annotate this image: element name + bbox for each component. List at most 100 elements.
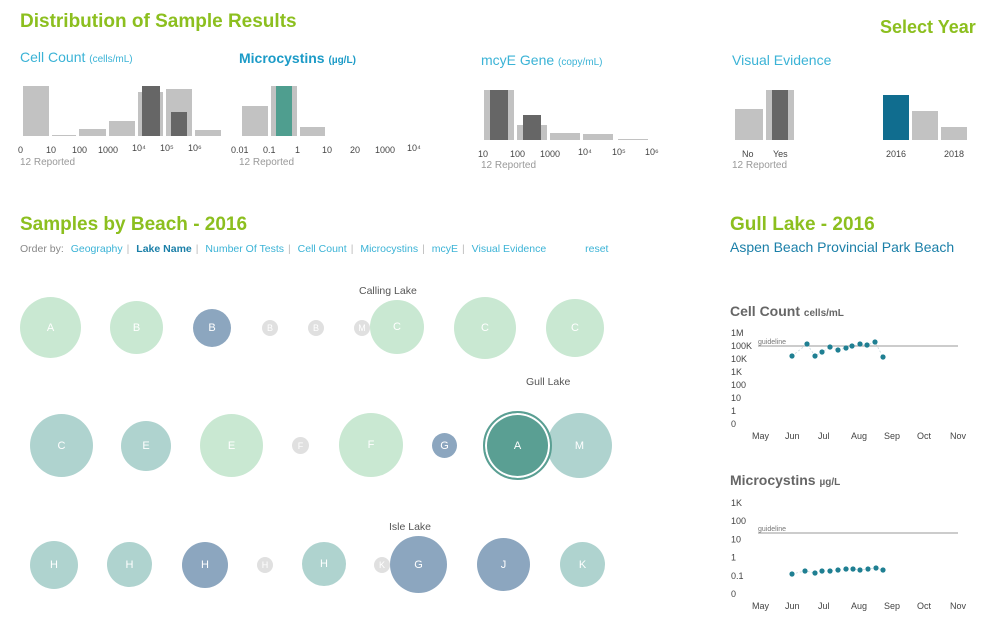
detail-beach-name: Aspen Beach Provincial Park Beach — [730, 239, 955, 255]
mcye-bar-4[interactable] — [618, 139, 648, 140]
mcye-bar-1-selected[interactable] — [523, 115, 541, 140]
micro-point-7[interactable] — [850, 566, 856, 572]
beach-bubble-a[interactable]: A — [20, 297, 81, 358]
micro-point-0[interactable] — [789, 571, 795, 577]
beach-bubble-h[interactable]: H — [30, 541, 78, 589]
beach-bubble-k[interactable]: K — [374, 557, 390, 573]
select-year-title: Select Year — [880, 17, 976, 37]
cell-point-1[interactable] — [804, 341, 810, 347]
beach-bubble-h[interactable]: H — [257, 557, 273, 573]
visual-bar-yes-selected[interactable] — [772, 90, 788, 140]
year-tick-2018: 2018 — [944, 149, 965, 159]
beach-bubble-j[interactable]: J — [477, 538, 530, 591]
mcye-bar-2[interactable] — [550, 133, 580, 140]
order-visual-evidence[interactable]: Visual Evidence — [471, 243, 547, 255]
cell-ytick-3: 1K — [731, 367, 742, 377]
micro-point-6[interactable] — [843, 566, 849, 572]
year-bar-2018[interactable] — [941, 127, 967, 140]
cell-bar-4-selected[interactable] — [142, 86, 160, 136]
micro-point-2[interactable] — [812, 570, 818, 576]
visual-evidence-histogram[interactable] — [732, 84, 802, 142]
micro-point-9[interactable] — [865, 566, 871, 572]
micro-tick-6: 10⁴ — [407, 143, 421, 153]
cell-point-9[interactable] — [864, 342, 870, 348]
cell-point-4[interactable] — [827, 344, 833, 350]
micro-point-1[interactable] — [802, 568, 808, 574]
micro-bar-2[interactable] — [300, 127, 325, 136]
cell-bar-5-selected[interactable] — [171, 112, 187, 136]
beach-bubble-e[interactable]: E — [200, 414, 263, 477]
cell-xtick-2: Jul — [818, 431, 830, 441]
order-cell-count[interactable]: Cell Count — [297, 243, 347, 255]
beach-bubble-b[interactable]: B — [193, 309, 231, 347]
cell-point-2[interactable] — [812, 353, 818, 359]
order-geography[interactable]: Geography — [70, 243, 123, 255]
cell-bar-3[interactable] — [109, 121, 135, 136]
mcye-filter-title[interactable]: mcyE Gene (copy/mL) — [481, 52, 602, 68]
cell-bar-2[interactable] — [79, 129, 106, 136]
micro-point-4[interactable] — [827, 568, 833, 574]
order-number-of-tests[interactable]: Number Of Tests — [205, 243, 284, 255]
beach-bubble-m[interactable]: M — [547, 413, 612, 478]
micro-bar-0[interactable] — [242, 106, 268, 136]
cell-point-11[interactable] — [880, 354, 886, 360]
beach-bubble-m[interactable]: M — [354, 320, 370, 336]
micro-point-10[interactable] — [873, 565, 879, 571]
cell-ytick-1: 100K — [731, 341, 752, 351]
mcye-bar-0-selected[interactable] — [490, 90, 508, 140]
beach-bubble-g[interactable]: G — [432, 433, 457, 458]
micro-point-8[interactable] — [857, 567, 863, 573]
cell-point-7[interactable] — [849, 343, 855, 349]
cell-tick-0: 0 — [18, 145, 24, 155]
micro-point-3[interactable] — [819, 568, 825, 574]
reset-button[interactable]: reset — [585, 243, 609, 255]
cell-point-6[interactable] — [843, 345, 849, 351]
beach-bubble-b[interactable]: B — [262, 320, 278, 336]
cell-point-10[interactable] — [872, 339, 878, 345]
beach-bubble-g[interactable]: G — [390, 536, 447, 593]
beach-bubble-c[interactable]: C — [454, 297, 516, 359]
beach-bubble-k[interactable]: K — [560, 542, 605, 587]
beach-bubble-a-selected[interactable]: A — [483, 411, 552, 480]
beach-bubble-b[interactable]: B — [110, 301, 163, 354]
cell-bar-6[interactable] — [195, 130, 221, 136]
cell-bar-1[interactable] — [52, 135, 76, 136]
year-selector[interactable] — [880, 84, 970, 142]
micro-point-5[interactable] — [835, 567, 841, 573]
order-microcystins[interactable]: Microcystins — [360, 243, 419, 255]
beach-bubble-b[interactable]: B — [308, 320, 324, 336]
mcye-histogram[interactable] — [481, 84, 661, 142]
beach-bubble-h[interactable]: H — [107, 542, 152, 587]
cell-count-filter-title[interactable]: Cell Count (cells/mL) — [20, 49, 133, 65]
beach-bubble-f[interactable]: F — [292, 437, 309, 454]
microcystins-filter-title[interactable]: Microcystins (µg/L) — [239, 50, 356, 66]
beach-bubble-h[interactable]: H — [302, 542, 346, 586]
micro-chart-title: Microcystins — [730, 472, 816, 488]
samples-title: Samples by Beach - 2016 — [20, 214, 248, 235]
year-bar-2016[interactable] — [883, 95, 909, 140]
micro-ytick-4: 0.1 — [731, 571, 744, 581]
beach-bubble-h[interactable]: H — [182, 542, 228, 588]
cell-point-3[interactable] — [819, 349, 825, 355]
order-mcye[interactable]: mcyE — [431, 243, 459, 255]
beach-bubble-c[interactable]: C — [30, 414, 93, 477]
beach-bubble-c[interactable]: C — [370, 300, 424, 354]
cell-count-histogram[interactable] — [20, 80, 225, 138]
visual-evidence-filter-title[interactable]: Visual Evidence — [732, 52, 831, 68]
micro-bar-1-selected[interactable] — [276, 86, 292, 136]
order-lake-name[interactable]: Lake Name — [136, 243, 192, 255]
beach-bubble-c[interactable]: C — [546, 299, 604, 357]
cell-point-0[interactable] — [789, 353, 795, 359]
micro-point-11[interactable] — [880, 567, 886, 573]
mcye-bar-3[interactable] — [583, 134, 613, 140]
visual-bar-no[interactable] — [735, 109, 763, 140]
cell-point-8[interactable] — [857, 341, 863, 347]
beach-bubble-e[interactable]: E — [121, 421, 171, 471]
microcystins-histogram[interactable] — [239, 80, 329, 138]
beach-bubble-f[interactable]: F — [339, 413, 403, 477]
year-bar-2017[interactable] — [912, 111, 938, 140]
cell-bar-0[interactable] — [23, 86, 49, 136]
visual-evidence-reported: 12 Reported — [732, 160, 788, 171]
cell-xtick-5: Oct — [917, 431, 932, 441]
cell-point-5[interactable] — [835, 347, 841, 353]
